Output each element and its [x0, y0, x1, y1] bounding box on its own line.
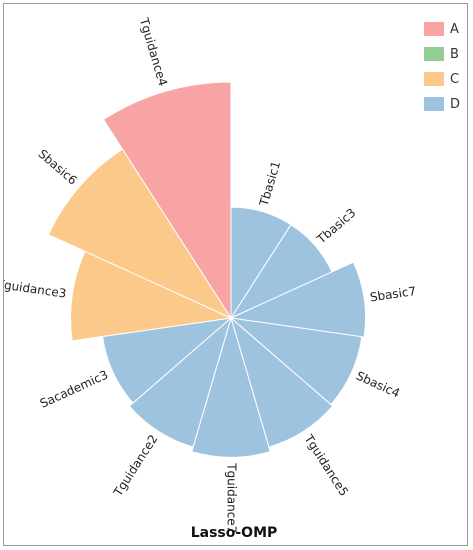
- label-tguidance3: Tguidance3: [4, 277, 67, 301]
- slice-tguidance4: [102, 81, 232, 320]
- legend-label-c: C: [450, 72, 459, 87]
- label-sbasic7: Sbasic7: [369, 284, 417, 304]
- label-sbasic4: Sbasic4: [354, 369, 402, 401]
- label-tbasic1: Tbasic1: [256, 159, 283, 208]
- legend-swatch-c: [424, 72, 444, 86]
- label-tguidance7: Tguidance7: [225, 462, 239, 533]
- slice-tguidance7: [191, 316, 271, 458]
- legend-swatch-d: [424, 97, 444, 111]
- chart-frame: Tbasic1 Tbasic3 Sbasic7 Sbasic4 Tguidance5 Tg…: [3, 3, 468, 546]
- chart-title: Lasso-OMP: [191, 525, 278, 541]
- legend-label-a: A: [450, 22, 459, 37]
- label-tbasic3: Tbasic3: [314, 206, 359, 247]
- slice-sbasic6: [47, 148, 233, 320]
- label-sacademic3: Sacademic3: [38, 368, 110, 411]
- legend-label-d: D: [450, 97, 460, 112]
- legend-swatch-a: [424, 22, 444, 36]
- label-tguidance2: Tguidance2: [110, 432, 160, 499]
- legend-swatch-b: [424, 47, 444, 61]
- slice-tguidance3: [70, 250, 233, 342]
- label-tguidance4: Tguidance4: [137, 15, 170, 87]
- slice-sbasic7: [229, 261, 367, 338]
- label-sbasic6: Sbasic6: [36, 147, 80, 188]
- slices-layer: [47, 81, 367, 458]
- label-tguidance5: Tguidance5: [301, 431, 351, 498]
- slice-tguidance2: [128, 316, 232, 448]
- legend-label-b: B: [450, 47, 459, 62]
